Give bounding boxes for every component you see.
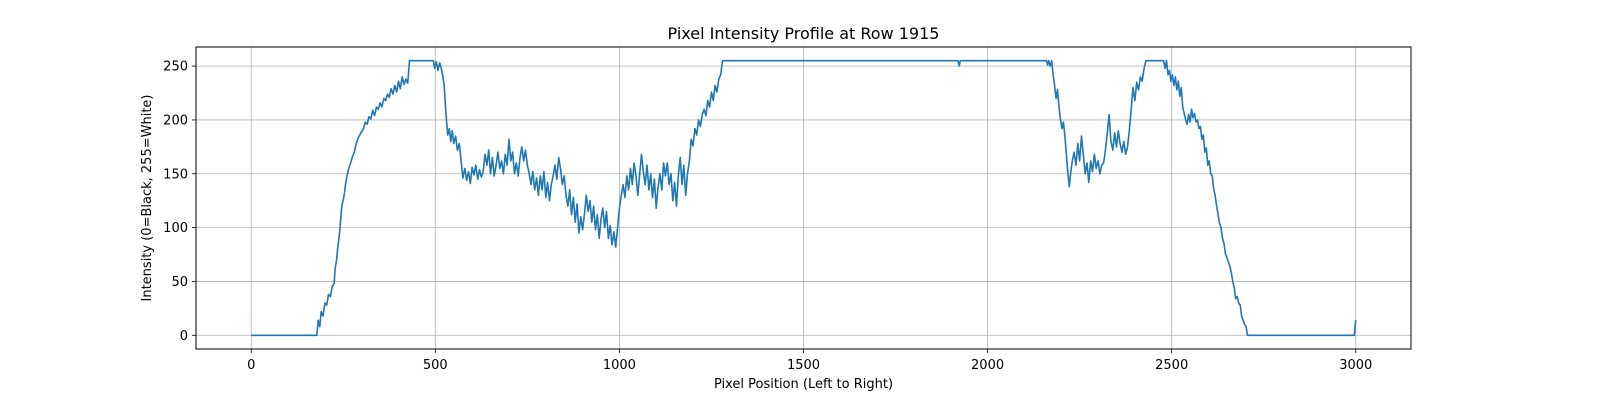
x-tick-label: 3000 <box>1339 358 1372 373</box>
chart-title: Pixel Intensity Profile at Row 1915 <box>668 24 940 43</box>
axis-ticks: 0 500 1000 1500 2000 2500 3000 0 50 100 150 200 250 <box>163 60 1372 373</box>
y-tick-label: 100 <box>163 221 188 236</box>
y-tick-label: 50 <box>171 275 188 290</box>
y-tick-label: 200 <box>163 113 188 128</box>
x-tick-label: 1500 <box>787 358 820 373</box>
y-axis-label: Intensity (0=Black, 255=White) <box>140 95 155 302</box>
grid-lines <box>196 47 1411 349</box>
x-tick-label: 500 <box>423 358 448 373</box>
intensity-series-line <box>251 59 1357 337</box>
x-tick-label: 1000 <box>603 358 636 373</box>
x-tick-label: 2000 <box>971 358 1004 373</box>
y-tick-label: 150 <box>163 167 188 182</box>
y-tick-label: 0 <box>180 329 188 344</box>
x-tick-label: 0 <box>247 358 255 373</box>
y-tick-label: 250 <box>163 60 188 75</box>
x-tick-label: 2500 <box>1155 358 1188 373</box>
series-layer <box>251 59 1357 337</box>
x-axis-label: Pixel Position (Left to Right) <box>714 377 893 392</box>
